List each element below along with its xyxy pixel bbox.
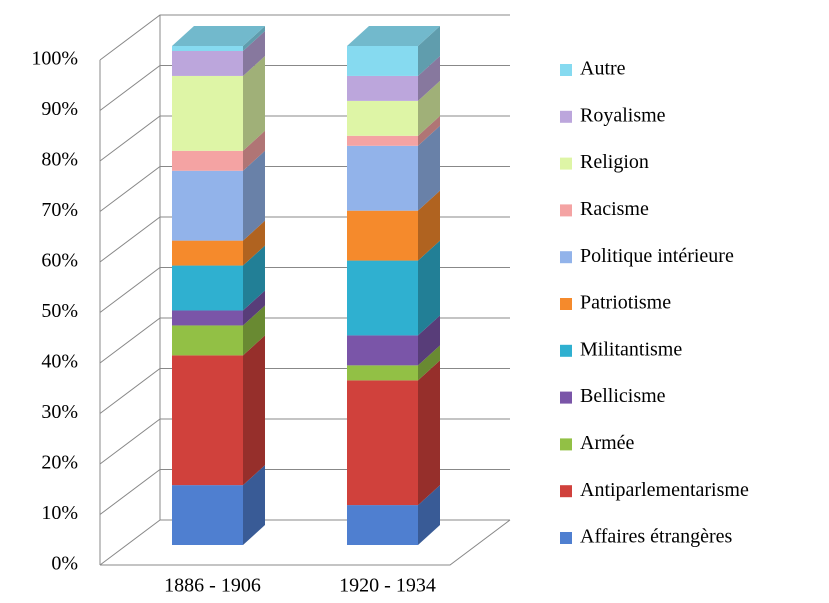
y-tick-label: 10%: [41, 502, 78, 524]
legend-swatch: [560, 110, 572, 123]
bar-segment: [172, 46, 243, 51]
bar-segment: [347, 210, 418, 261]
bar-segment: [172, 170, 243, 241]
bar-side: [418, 190, 440, 261]
legend-label: Bellicisme: [580, 385, 666, 407]
bar-segment: [172, 355, 243, 486]
bar-top: [172, 26, 265, 46]
grid-line: [99, 216, 510, 263]
bar-segment: [347, 365, 418, 381]
legend-swatch: [560, 204, 572, 217]
bar-side: [418, 360, 440, 506]
bar-segment: [172, 265, 243, 311]
bar-segment: [172, 50, 243, 76]
y-tick-label: 50%: [41, 300, 78, 322]
legend-swatch: [560, 251, 572, 264]
bar-side: [418, 315, 440, 366]
grid-line: [99, 14, 510, 61]
x-tick-label: 1886 - 1906: [164, 575, 261, 597]
x-tick-label: 1920 - 1934: [339, 575, 436, 597]
grid-line: [99, 418, 510, 465]
legend-label: Royalisme: [580, 104, 666, 126]
legend-label: Racisme: [580, 198, 649, 220]
bar-segment: [172, 485, 243, 545]
bar-side: [418, 125, 440, 211]
bar-side: [418, 485, 440, 545]
y-tick-label: 60%: [41, 250, 78, 272]
legend-label: Patriotisme: [580, 292, 671, 314]
bar-side: [418, 26, 440, 76]
grid-line: [99, 469, 510, 515]
bar-segment: [347, 380, 418, 506]
bar-segment: [347, 335, 418, 366]
bar-side: [418, 345, 440, 381]
y-tick-label: 30%: [41, 401, 78, 423]
bar-top: [347, 26, 440, 46]
bar-side: [243, 305, 265, 356]
bar-segment: [347, 505, 418, 545]
bar-segment: [347, 100, 418, 136]
bar-segment: [172, 240, 243, 266]
bar-segment: [172, 150, 243, 171]
grid-line: [99, 519, 510, 566]
legend-swatch: [560, 391, 572, 404]
y-tick-label: 40%: [41, 351, 78, 373]
y-tick-label: 80%: [41, 149, 78, 171]
legend-swatch: [560, 64, 572, 76]
bar-side: [243, 335, 265, 486]
y-tick-label: 0%: [51, 553, 78, 575]
legend-label: Militantisme: [580, 338, 682, 360]
legend-swatch: [560, 485, 572, 498]
legend-label: Politique intérieure: [580, 245, 734, 267]
bar-segment: [172, 325, 243, 356]
y-tick-label: 70%: [41, 199, 78, 221]
grid-line: [99, 115, 510, 162]
legend-swatch: [560, 532, 572, 544]
bar-side: [243, 55, 265, 151]
bar-side: [243, 150, 265, 241]
grid-line: [99, 317, 510, 364]
bar-segment: [347, 260, 418, 336]
bar-side: [418, 80, 440, 136]
grid-line: [99, 65, 510, 111]
bar-segment: [172, 75, 243, 151]
bar-segment: [347, 145, 418, 211]
bar-segment: [347, 135, 418, 146]
bar-segment: [347, 75, 418, 101]
legend-label: Antiparlementarisme: [580, 479, 749, 501]
bar-side: [243, 130, 265, 171]
bar-side: [243, 465, 265, 545]
chart-walls: [99, 15, 511, 566]
legend-swatch: [560, 157, 572, 170]
y-tick-label: 100%: [31, 48, 78, 70]
legend-swatch: [560, 438, 572, 451]
bar-side: [418, 115, 440, 146]
bar-segment: [172, 310, 243, 326]
legend-swatch: [560, 344, 572, 357]
legend-swatch: [560, 298, 572, 310]
bar-segment: [347, 46, 418, 76]
bar-side: [418, 240, 440, 336]
bar-side: [243, 290, 265, 326]
y-tick-label: 90%: [41, 98, 78, 120]
y-tick-label: 20%: [41, 452, 78, 474]
floor-edge: [100, 519, 511, 566]
legend-label: Armée: [580, 432, 635, 454]
bar-side: [243, 220, 265, 266]
bar-side: [243, 245, 265, 311]
bar-side: [243, 30, 265, 76]
bar-side: [243, 26, 265, 51]
grid-line: [99, 368, 510, 414]
bar-side: [418, 55, 440, 101]
legend-label: Affaires étrangères: [580, 526, 733, 548]
legend-label: Autre: [580, 58, 626, 80]
legend-label: Religion: [580, 151, 649, 173]
grid-line: [99, 267, 510, 313]
grid-line: [99, 166, 510, 212]
